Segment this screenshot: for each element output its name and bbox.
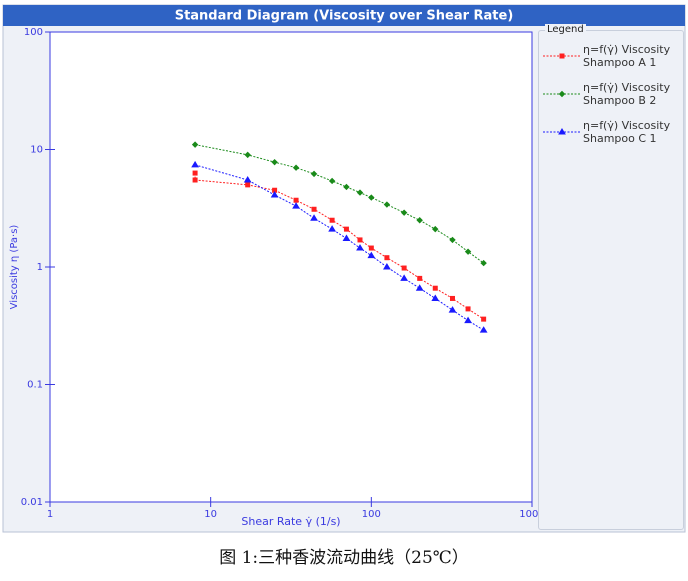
marker (328, 225, 336, 232)
marker (449, 236, 456, 244)
marker (245, 182, 251, 188)
x-tick-label: 10 (204, 509, 217, 520)
marker (310, 214, 318, 221)
series-line (195, 144, 484, 264)
marker (243, 176, 252, 183)
legend-title: Legend (545, 24, 586, 35)
marker (368, 194, 375, 201)
marker (400, 209, 408, 216)
caption: 图 1:三种香波流动曲线（25℃） (219, 548, 469, 568)
legend-label: η=f(γ̇) Viscosity Shampoo B 2 (583, 81, 671, 107)
marker (383, 263, 391, 270)
y-axis-label: Viscosity η (Pa·s) (9, 225, 20, 310)
legend-item: η=f(γ̇) Viscosity Shampoo C 1 (539, 119, 683, 153)
marker (310, 170, 318, 178)
marker (479, 326, 488, 333)
marker (431, 294, 440, 301)
legend-marker (558, 90, 566, 98)
marker (400, 274, 409, 281)
marker (357, 237, 363, 243)
legend-swatch (543, 90, 581, 98)
legend-label: η=f(γ̇) Viscosity Shampoo C 1 (583, 119, 671, 145)
marker (342, 234, 351, 241)
legend-swatch (543, 128, 581, 135)
marker (481, 316, 487, 322)
marker (192, 170, 198, 176)
marker (383, 201, 391, 208)
marker (356, 244, 364, 251)
marker (448, 306, 457, 313)
marker (329, 217, 335, 223)
y-tick-label: 100 (24, 27, 43, 38)
x-tick-label: 1000 (519, 509, 544, 520)
legend-swatch (543, 53, 581, 59)
y-tick-label: 10 (30, 145, 43, 156)
marker (191, 141, 199, 148)
marker (432, 225, 439, 233)
marker (343, 226, 349, 232)
marker (417, 275, 423, 281)
title-bar (3, 5, 685, 26)
marker (270, 191, 279, 198)
legend-marker (558, 128, 566, 135)
marker (401, 265, 407, 271)
marker (343, 183, 350, 191)
marker (271, 158, 278, 166)
marker (432, 285, 438, 291)
y-tick-label: 0.1 (27, 380, 43, 391)
marker (356, 189, 364, 196)
marker (292, 164, 300, 171)
marker (367, 251, 376, 259)
marker (293, 197, 299, 203)
x-tick-label: 100 (362, 509, 381, 520)
y-tick-label: 0.01 (21, 497, 43, 508)
marker (464, 316, 472, 324)
legend-item: η=f(γ̇) Viscosity Shampoo A 1 (539, 43, 683, 77)
marker (192, 177, 198, 183)
marker (191, 160, 199, 168)
legend-item: η=f(γ̇) Viscosity Shampoo B 2 (539, 81, 683, 115)
y-tick-label: 1 (37, 262, 43, 273)
legend-marker (559, 53, 565, 59)
marker (328, 177, 336, 185)
marker (311, 206, 317, 212)
marker (449, 295, 455, 301)
legend: Legend η=f(γ̇) Viscosity Shampoo A 1 η=f(… (538, 24, 684, 530)
chart-title: Standard Diagram (Viscosity over Shear R… (175, 9, 514, 24)
marker (465, 306, 471, 312)
legend-label: η=f(γ̇) Viscosity Shampoo A 1 (583, 43, 671, 69)
legend-items: η=f(γ̇) Viscosity Shampoo A 1 η=f(γ̇) Vis… (539, 43, 683, 153)
marker (415, 284, 424, 291)
series-line (194, 164, 484, 331)
x-axis-label: Shear Rate γ̇ (1/s) (241, 515, 340, 528)
x-tick-label: 1 (47, 509, 53, 520)
marker (416, 217, 423, 224)
marker (244, 151, 251, 159)
marker (464, 248, 472, 255)
marker (292, 202, 300, 209)
marker (368, 245, 374, 251)
plot-area (49, 31, 533, 503)
marker (384, 255, 390, 261)
marker (480, 259, 487, 267)
